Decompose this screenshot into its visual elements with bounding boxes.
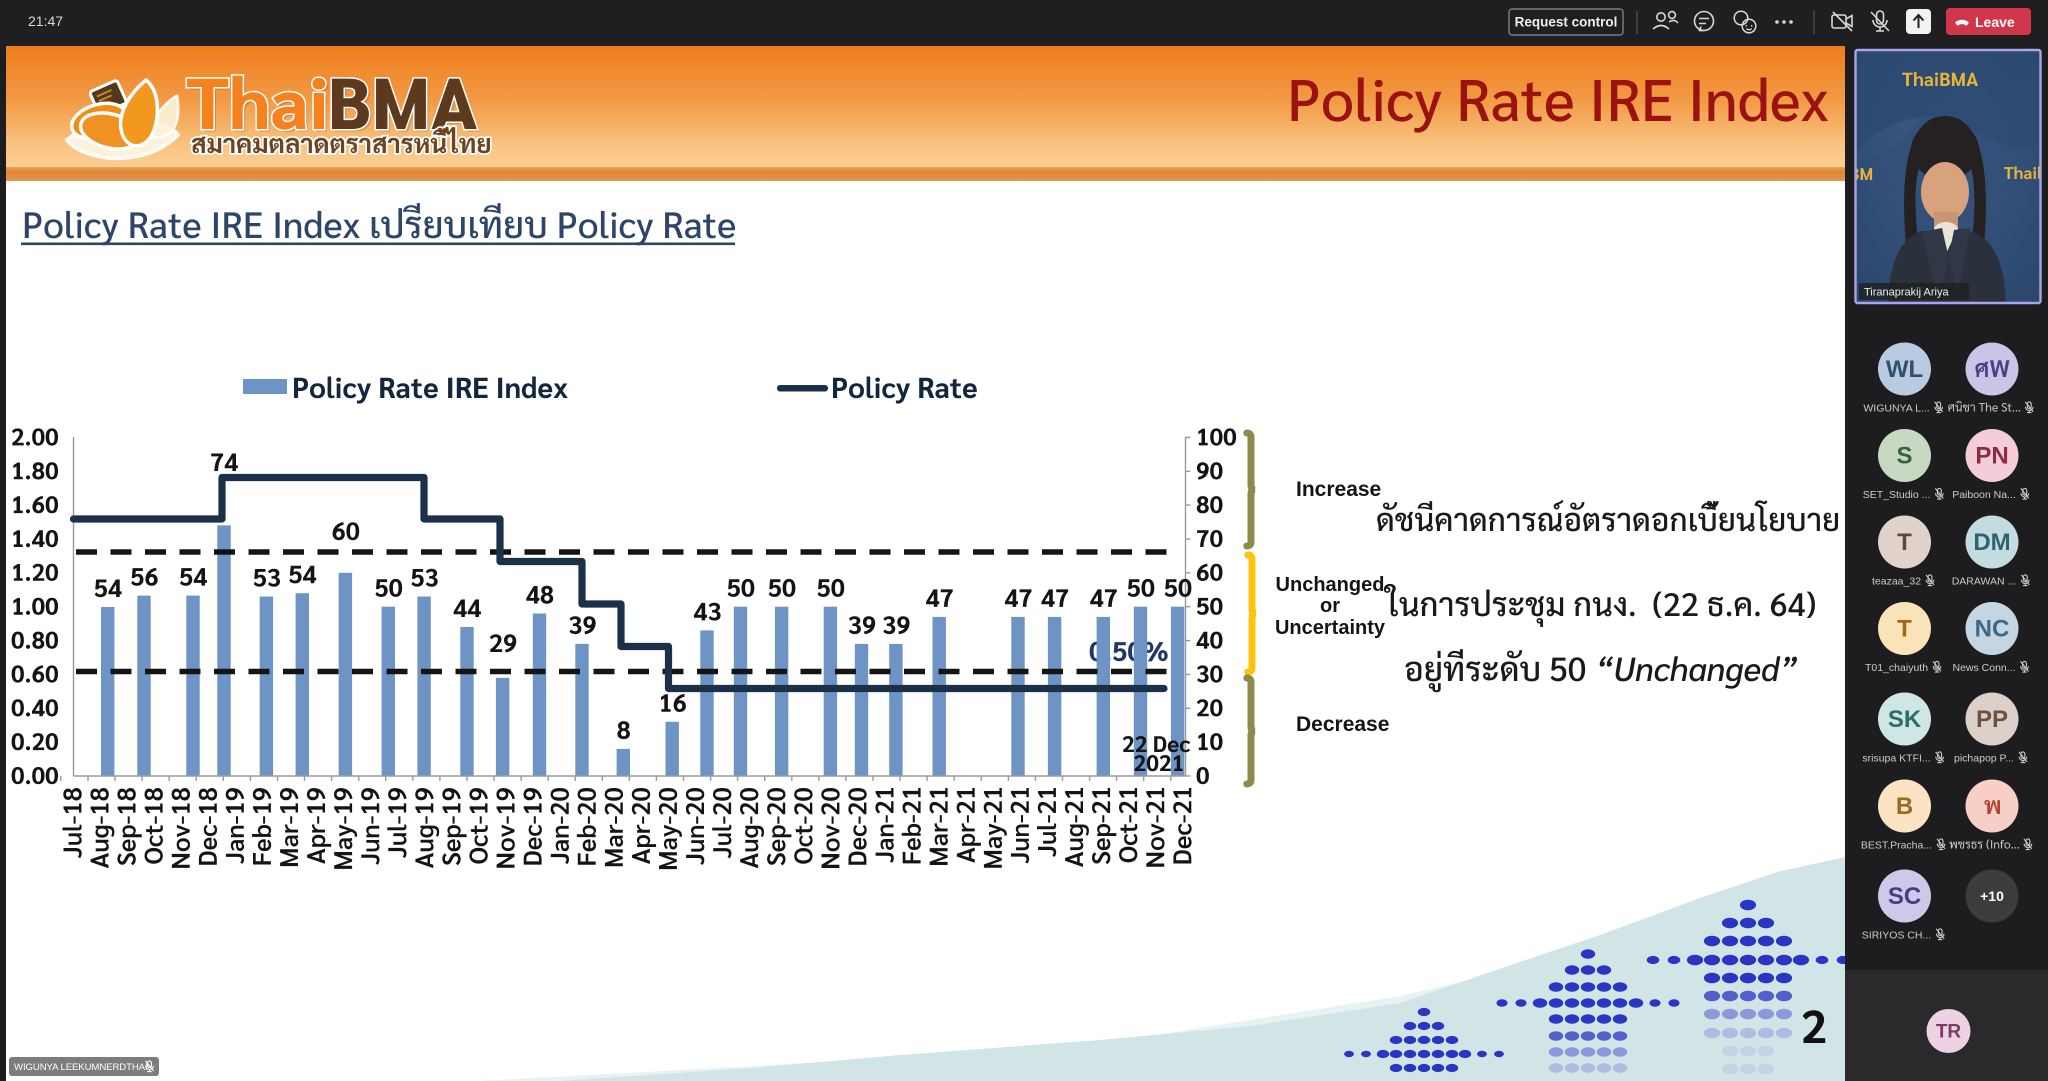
svg-text:Request control: Request control xyxy=(1515,15,1618,30)
svg-text:Decrease: Decrease xyxy=(1296,713,1389,736)
svg-text:or: or xyxy=(1320,595,1340,617)
svg-text:SIRIYOS CH...: SIRIYOS CH... xyxy=(1862,930,1931,942)
svg-text:srisupa KTFI...: srisupa KTFI... xyxy=(1862,753,1930,765)
svg-text:DM: DM xyxy=(1973,529,2010,556)
svg-text:BEST.Pracha...: BEST.Pracha... xyxy=(1861,840,1932,852)
svg-text:Unchanged: Unchanged xyxy=(1276,574,1385,596)
svg-text:NC: NC xyxy=(1975,616,2010,643)
svg-text:Tiranaprakij Ariya: Tiranaprakij Ariya xyxy=(1864,287,1949,299)
svg-text:Leave: Leave xyxy=(1975,14,2015,30)
svg-text:SK: SK xyxy=(1888,706,1922,733)
svg-text:B: B xyxy=(1896,793,1913,820)
svg-text:PP: PP xyxy=(1976,706,2008,733)
svg-text:SET_Studio ...: SET_Studio ... xyxy=(1863,489,1931,501)
svg-text:TR: TR xyxy=(1936,1022,1962,1043)
svg-text:PN: PN xyxy=(1975,443,2008,470)
svg-text:Paiboon Na...: Paiboon Na... xyxy=(1952,489,2016,501)
svg-text:News Conn...: News Conn... xyxy=(1953,662,2016,674)
svg-text:pichapop P...: pichapop P... xyxy=(1954,753,2014,765)
svg-text:T: T xyxy=(1897,529,1912,556)
svg-text:Increase: Increase xyxy=(1296,478,1381,501)
svg-text:T: T xyxy=(1897,616,1912,643)
svg-text:+10: +10 xyxy=(1980,888,2004,904)
svg-text:WIGUNYA L...: WIGUNYA L... xyxy=(1863,403,1929,415)
svg-text:WL: WL xyxy=(1886,356,1923,383)
svg-text:WIGUNYA LEEKUMNERDTHAI: WIGUNYA LEEKUMNERDTHAI xyxy=(14,1062,148,1073)
svg-text:teazaa_32: teazaa_32 xyxy=(1872,576,1921,588)
svg-text:Uncertainty: Uncertainty xyxy=(1275,617,1386,639)
svg-text:T01_chaiyuth: T01_chaiyuth xyxy=(1865,662,1928,674)
svg-text:21:47: 21:47 xyxy=(28,13,63,29)
svg-text:S: S xyxy=(1896,443,1912,470)
svg-text:DARAWAN ...: DARAWAN ... xyxy=(1952,576,2017,588)
svg-text:SC: SC xyxy=(1888,883,1921,910)
